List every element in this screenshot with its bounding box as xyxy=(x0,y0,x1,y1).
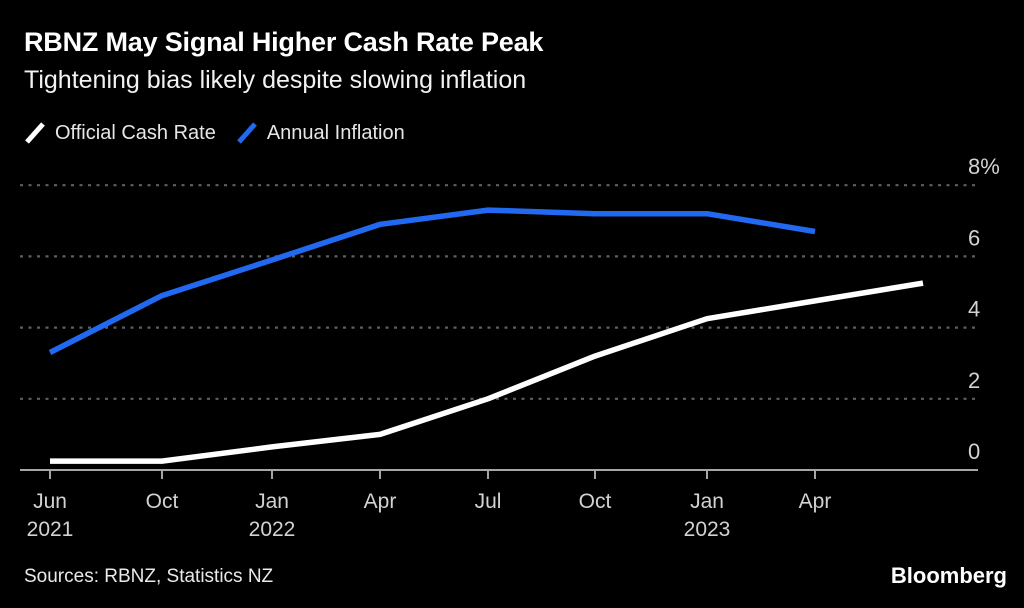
y-tick-label: 2 xyxy=(968,368,980,393)
x-tick-year-label: 2022 xyxy=(249,518,296,541)
x-tick-year-label: 2021 xyxy=(27,518,74,541)
x-tick-label: Jun xyxy=(33,490,67,513)
legend-item-annual-inflation: Annual Inflation xyxy=(236,121,405,145)
x-tick-label: Jan xyxy=(690,490,724,513)
legend-label-official-cash-rate: Official Cash Rate xyxy=(55,121,216,144)
legend-item-official-cash-rate: Official Cash Rate xyxy=(24,121,216,145)
line-swatch-icon xyxy=(236,122,257,144)
series-line-annual-inflation xyxy=(48,207,816,355)
x-tick-label: Oct xyxy=(579,490,612,513)
y-tick-label: 8% xyxy=(968,154,1000,179)
x-tick-label: Jul xyxy=(475,490,502,513)
sources-note: Sources: RBNZ, Statistics NZ xyxy=(24,566,274,587)
chart-title: RBNZ May Signal Higher Cash Rate Peak xyxy=(24,27,544,57)
chart-legend: Official Cash Rate Annual Inflation xyxy=(24,121,405,145)
legend-label-annual-inflation: Annual Inflation xyxy=(266,121,405,144)
bloomberg-logo: Bloomberg xyxy=(890,563,1007,588)
y-tick-label: 4 xyxy=(968,297,980,322)
y-tick-label: 6 xyxy=(968,225,980,250)
x-tick-year-label: 2023 xyxy=(684,518,731,541)
y-tick-label: 0 xyxy=(968,439,980,464)
series-line-official-cash-rate xyxy=(50,280,924,464)
x-tick-label: Apr xyxy=(799,490,832,513)
x-tick-label: Apr xyxy=(364,490,397,513)
chart-subtitle: Tightening bias likely despite slowing i… xyxy=(24,66,527,94)
x-tick-label: Oct xyxy=(146,490,179,513)
x-tick-label: Jan xyxy=(255,490,289,513)
line-swatch-icon xyxy=(25,122,45,144)
